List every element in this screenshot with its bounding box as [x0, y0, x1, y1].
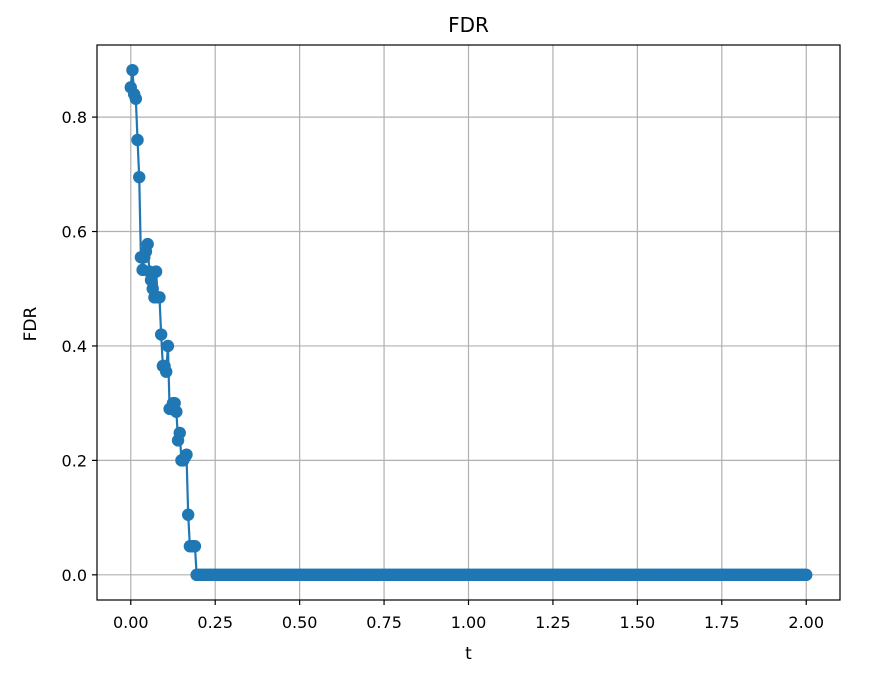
data-point — [188, 540, 202, 553]
data-point — [153, 291, 166, 304]
x-axis-label: t — [465, 644, 472, 664]
data-point — [133, 170, 146, 184]
x-tick-label: 0.75 — [366, 613, 402, 632]
data-point — [181, 508, 195, 521]
x-axis: 0.00 0.25 0.50 0.75 1.00 1.25 1.50 1.75 2.00 — [113, 600, 824, 632]
data-point — [170, 405, 183, 418]
x-tick-label: 0.50 — [282, 613, 318, 632]
y-tick-label: 0.0 — [62, 566, 87, 585]
data-point — [161, 339, 175, 353]
x-tick-label: 1.00 — [451, 613, 487, 632]
x-tick-label: 1.50 — [620, 613, 656, 632]
x-tick-label: 1.25 — [535, 613, 571, 632]
y-tick-label: 0.8 — [62, 108, 87, 127]
data-point — [126, 63, 139, 77]
data-point — [129, 92, 143, 105]
y-tick-label: 0.4 — [62, 337, 87, 356]
data-point — [173, 426, 186, 440]
y-axis: 0.0 0.2 0.4 0.6 0.8 — [62, 108, 97, 585]
x-tick-label: 2.00 — [788, 613, 824, 632]
x-tick-label: 1.75 — [704, 613, 740, 632]
data-point — [141, 237, 154, 251]
y-axis-label: FDR — [21, 306, 41, 341]
data-point — [160, 365, 173, 378]
data-point — [800, 568, 813, 582]
series-fdr — [124, 63, 813, 582]
data-point — [131, 133, 144, 147]
x-tick-label: 0.25 — [197, 613, 233, 632]
data-point — [149, 265, 163, 278]
y-tick-label: 0.6 — [62, 223, 87, 242]
y-tick-label: 0.2 — [62, 451, 87, 470]
data-point — [180, 448, 193, 461]
chart-title: FDR — [448, 13, 489, 37]
x-tick-label: 0.00 — [113, 613, 149, 632]
data-point — [154, 328, 168, 341]
